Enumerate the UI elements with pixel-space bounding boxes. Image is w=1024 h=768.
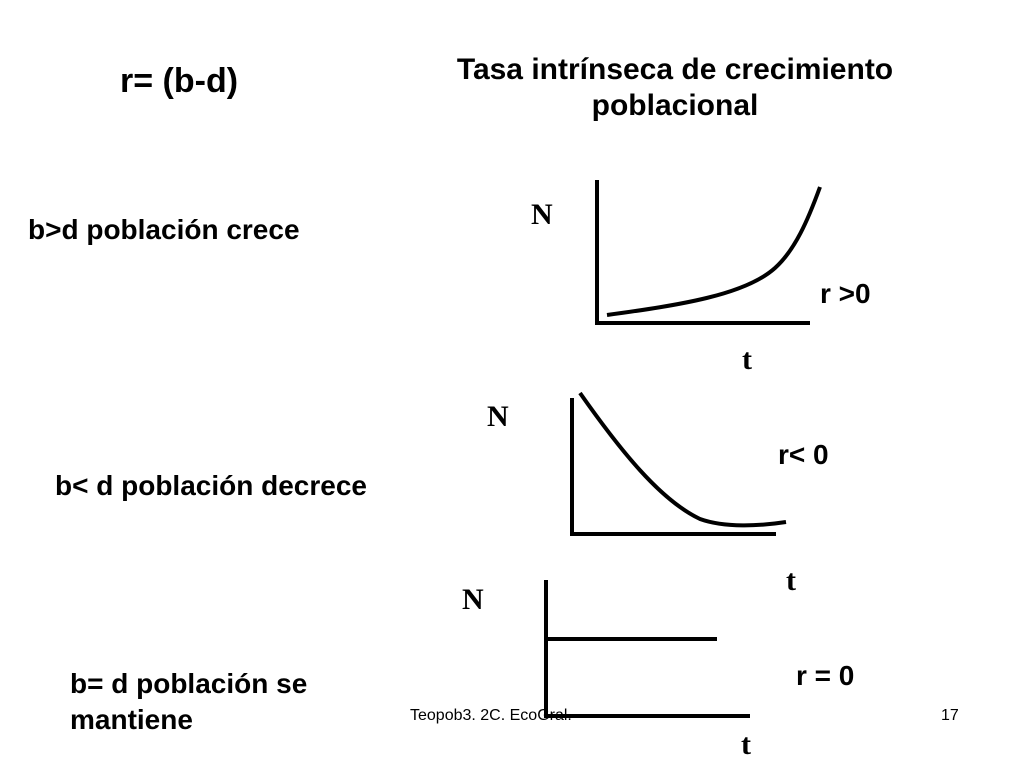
- growth-y-label: N: [531, 198, 553, 231]
- page-number: 17: [941, 707, 959, 724]
- decline-y-label: N: [487, 400, 509, 433]
- stable-r-label: r = 0: [796, 660, 855, 691]
- growth-x-label: t: [742, 343, 752, 376]
- decline-graph: [570, 391, 787, 536]
- decline-r-label: r< 0: [778, 439, 829, 470]
- stable-x-label: t: [741, 728, 751, 761]
- growth-graph: [595, 180, 822, 325]
- decline-x-label: t: [786, 564, 796, 597]
- growth-r-label: r >0: [820, 278, 871, 309]
- growth-formula: r= (b-d): [120, 62, 239, 100]
- decline-curve: [578, 391, 787, 528]
- footer-source: Teopob3. 2C. EcoGral.: [410, 707, 572, 724]
- stable-graph: [544, 580, 750, 718]
- case-stable-text: b= d población se mantiene: [70, 668, 308, 735]
- slide-title: Tasa intrínseca de crecimiento poblacion…: [456, 53, 894, 122]
- growth-curve: [606, 186, 822, 317]
- case-growth-text: b>d población crece: [28, 214, 300, 245]
- case-decline-text: b< d población decrece: [55, 470, 367, 501]
- stable-y-label: N: [462, 583, 484, 616]
